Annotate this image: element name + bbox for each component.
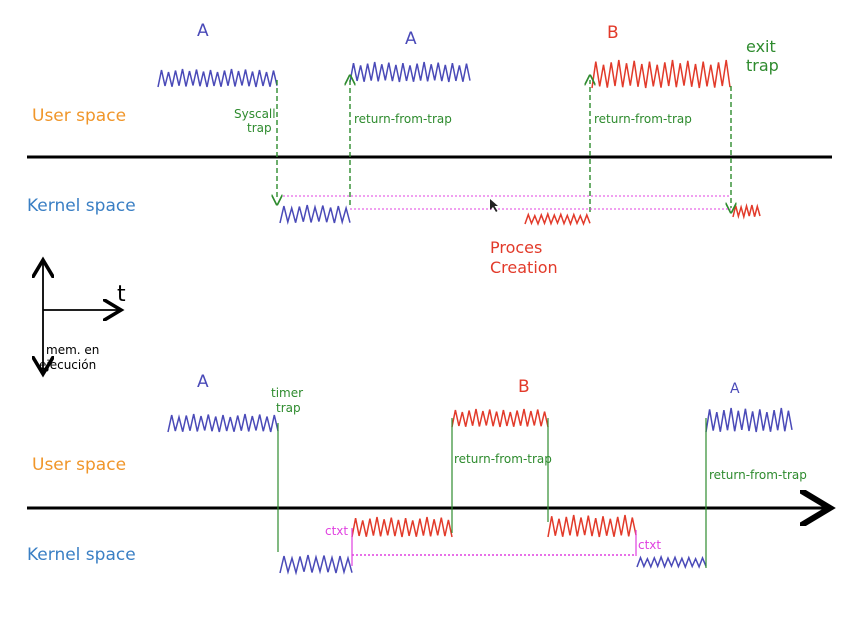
top-proces-creation-label-2: Creation: [490, 258, 558, 277]
bottom-kernel-space-label: Kernel space: [27, 545, 136, 565]
top-process-a2-label: A: [405, 29, 417, 49]
bottom-wave-b-kernel-2: [547, 514, 637, 538]
bottom-wave-b-user: [451, 408, 549, 428]
mouse-cursor-icon: [490, 199, 498, 212]
top-wave-b-user: [591, 59, 731, 89]
top-syscall-label-1: Syscall: [234, 107, 276, 121]
top-wave-a-user-1: [157, 68, 278, 88]
bottom-wave-a-user-1: [167, 413, 279, 433]
top-wave-b-kernel: [524, 211, 591, 227]
top-process-b-label: B: [607, 23, 619, 43]
top-syscall-label-2: trap: [247, 121, 272, 135]
mem-label-2: ejecución: [39, 358, 96, 372]
top-wave-a-kernel: [279, 204, 351, 225]
bottom-return-from-trap-label-2: return-from-trap: [709, 468, 807, 482]
top-process-a1-label: A: [197, 21, 209, 41]
top-return-from-trap-label-2: return-from-trap: [594, 112, 692, 126]
mem-label-1: mem. en: [46, 343, 99, 357]
bottom-wave-a-kernel: [279, 554, 353, 576]
bottom-process-b-label: B: [518, 377, 530, 397]
bottom-process-a2-label: A: [730, 381, 740, 397]
bottom-user-space-label: User space: [32, 455, 126, 475]
top-return-from-trap-label-1: return-from-trap: [354, 112, 452, 126]
top-exit-trap-label-1: exit: [746, 37, 776, 56]
top-wave-a-user-2: [349, 61, 471, 83]
bottom-wave-a-kernel-2: [636, 554, 707, 570]
bottom-ctxt-label-1: ctxt: [325, 524, 348, 538]
bottom-wave-b-kernel-1: [351, 516, 453, 538]
bottom-process-a1-label: A: [197, 372, 209, 392]
bottom-timer-label-1: timer: [271, 386, 303, 400]
bottom-timer-label-2: trap: [276, 401, 301, 415]
top-user-space-label: User space: [32, 106, 126, 126]
t-axis-label: t: [117, 282, 126, 307]
top-exit-trap-label-2: trap: [746, 56, 779, 75]
bottom-return-from-trap-label-1: return-from-trap: [454, 452, 552, 466]
top-proces-creation-label-1: Proces: [490, 238, 542, 257]
top-wave-b-exit-kernel: [732, 203, 761, 220]
bottom-wave-a-user-2: [705, 407, 793, 433]
bottom-ctxt-label-2: ctxt: [638, 538, 661, 552]
top-kernel-space-label: Kernel space: [27, 196, 136, 216]
